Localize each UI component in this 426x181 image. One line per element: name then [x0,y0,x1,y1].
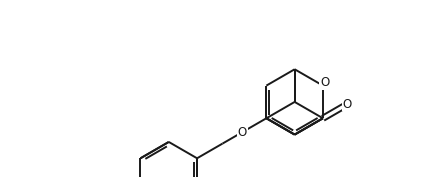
Text: O: O [238,126,247,139]
Text: O: O [320,77,329,89]
Text: O: O [343,98,351,111]
